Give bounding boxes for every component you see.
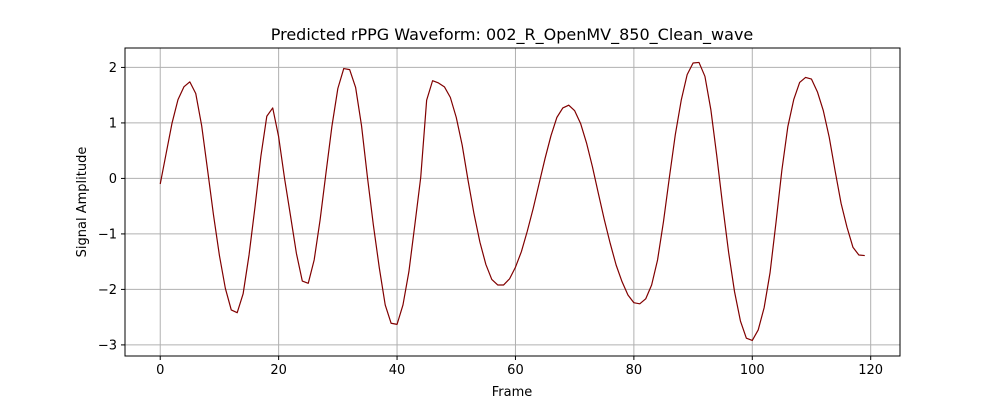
y-tick-label: −1 (98, 227, 117, 242)
y-tick-label: 1 (109, 116, 117, 131)
x-tick-label: 80 (626, 363, 643, 378)
x-axis-ticks: 0 20 40 60 80 100 120 (156, 356, 883, 378)
x-tick-label: 120 (858, 363, 883, 378)
series-layer (159, 61, 865, 342)
chart-title: Predicted rPPG Waveform: 002_R_OpenMV_85… (271, 25, 754, 45)
x-axis-label: Frame (492, 385, 533, 400)
x-tick-label: 60 (507, 363, 524, 378)
y-axis-ticks: −3 −2 −1 0 1 2 (98, 61, 125, 353)
x-tick-label: 0 (156, 363, 164, 378)
y-tick-label: −3 (98, 338, 117, 353)
y-tick-label: 0 (109, 172, 117, 187)
x-tick-label: 100 (740, 363, 765, 378)
x-tick-label: 40 (389, 363, 406, 378)
y-tick-label: −2 (98, 283, 117, 298)
plot-frame (124, 47, 901, 357)
series-line (159, 61, 865, 342)
grid-lines (125, 48, 900, 356)
x-tick-label: 20 (270, 363, 287, 378)
y-axis-label: Signal Amplitude (75, 147, 90, 258)
y-tick-label: 2 (109, 61, 117, 76)
